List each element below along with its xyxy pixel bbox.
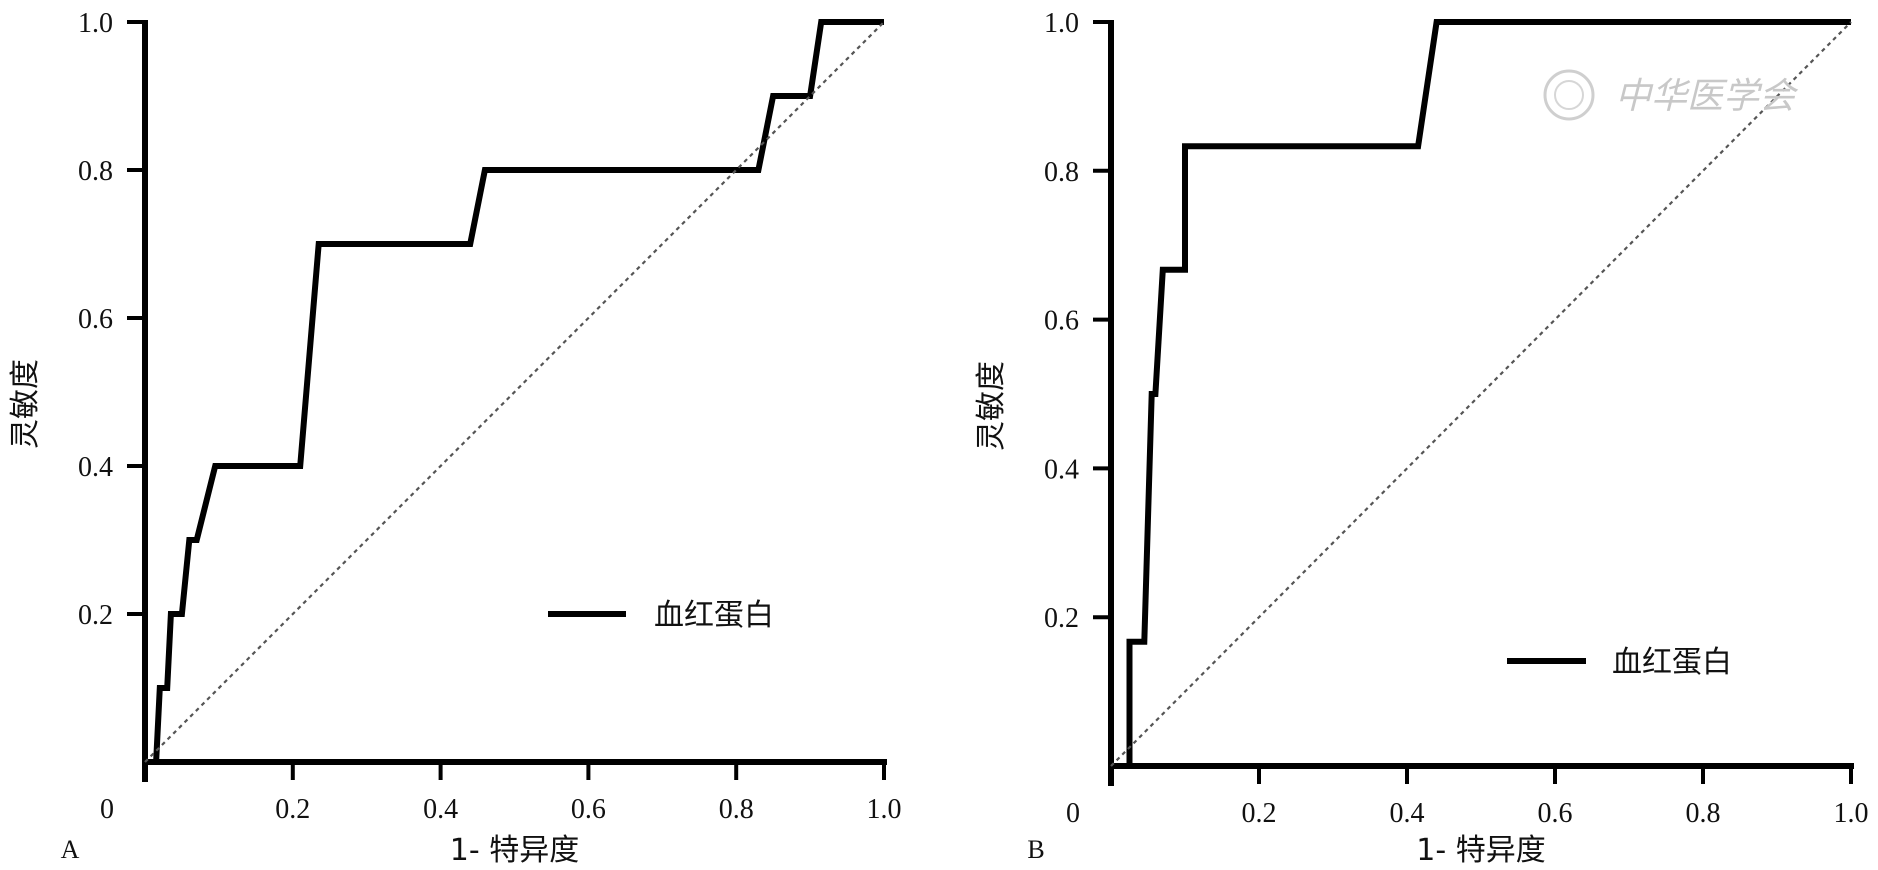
x-tick-label: 0.2: [1242, 798, 1277, 829]
y-axis-title: 灵敏度: [8, 359, 43, 449]
x-tick-label: 0.8: [719, 794, 754, 825]
y-tick-label: 0.6: [78, 304, 113, 335]
watermark-text: 中华医学会: [1615, 76, 1799, 117]
x-tick-label: 1.0: [867, 794, 902, 825]
x-tick-label: 0: [100, 794, 114, 825]
roc-curve-line: [145, 19, 884, 765]
watermark-seal-icon: [1543, 69, 1595, 121]
x-tick-label: 0.6: [1538, 798, 1573, 829]
x-tick-label: 0.6: [571, 794, 606, 825]
y-tick-label: 0.8: [78, 156, 113, 187]
y-tick-label: 1.0: [1044, 8, 1079, 39]
y-axis-title: 灵敏度: [974, 361, 1009, 451]
y-tick-label: 0.6: [1044, 306, 1079, 337]
y-tick-label: 0.4: [1044, 454, 1079, 485]
roc-curve-line: [1111, 19, 1851, 769]
x-tick-label: 0.4: [423, 794, 458, 825]
x-tick-label: 0.4: [1390, 798, 1425, 829]
y-tick-label: 0.4: [78, 452, 113, 483]
reference-diagonal-line: [144, 21, 885, 763]
x-tick-label: 0.2: [275, 794, 310, 825]
reference-diagonal-line: [1110, 21, 1852, 767]
x-axis-title: 1- 特异度: [450, 833, 579, 868]
y-tick-label: 0.2: [78, 600, 113, 631]
x-axis-title: 1- 特异度: [1416, 833, 1545, 868]
roc-panel-b: 0 0.2 0.4 0.6 0.8 1.0 0.2 0.4 0.6 0.8 1.0 1- 特异度 灵敏度…: [974, 8, 1869, 868]
y-tick-label: 1.0: [78, 8, 113, 39]
legend-label: 血红蛋白: [654, 598, 774, 633]
x-tick-label: 0.8: [1686, 798, 1721, 829]
panel-label: A: [61, 835, 80, 864]
y-tick-label: 0.8: [1044, 157, 1079, 188]
x-tick-label: 1.0: [1834, 798, 1869, 829]
y-tick-label: 0.2: [1044, 603, 1079, 634]
legend-label: 血红蛋白: [1612, 645, 1732, 680]
watermark-logo: 中华医学会: [1543, 69, 1799, 121]
panel-label: B: [1027, 835, 1044, 864]
watermark-seal-inner-icon: [1554, 80, 1584, 110]
x-tick-label: 0: [1066, 798, 1080, 829]
roc-panel-a: 0 0.2 0.4 0.6 0.8 1.0 0.2 0.4 0.6 0.8 1.0 1- 特异度 灵敏度…: [8, 8, 902, 868]
